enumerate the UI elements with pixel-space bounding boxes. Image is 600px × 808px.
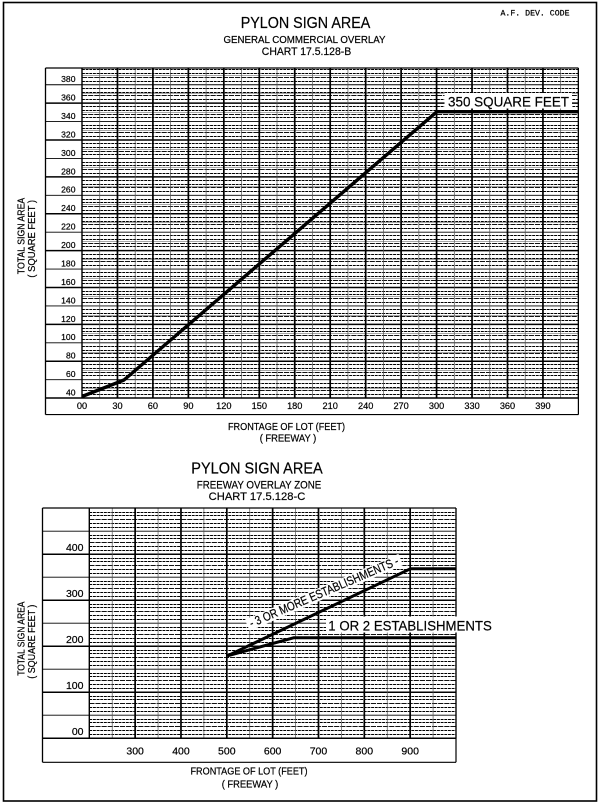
svg-text:180: 180: [61, 258, 76, 268]
svg-text:340: 340: [61, 111, 76, 121]
svg-text:FRONTAGE OF LOT (FEET): FRONTAGE OF LOT (FEET): [228, 422, 345, 433]
svg-text:240: 240: [61, 203, 76, 213]
svg-text:FRONTAGE OF LOT (FEET): FRONTAGE OF LOT (FEET): [191, 766, 308, 777]
svg-text:200: 200: [61, 240, 76, 250]
svg-text:210: 210: [323, 401, 338, 411]
svg-text:300: 300: [429, 401, 444, 411]
svg-text:A.F. DEV. CODE: A.F. DEV. CODE: [501, 8, 570, 18]
svg-text:CHART 17.5.128-C: CHART 17.5.128-C: [209, 491, 306, 503]
svg-text:80: 80: [66, 351, 76, 361]
svg-text:300: 300: [61, 148, 76, 158]
svg-text:( FREEWAY ): ( FREEWAY ): [260, 433, 317, 444]
svg-text:CHART 17.5.128-B: CHART 17.5.128-B: [262, 46, 351, 58]
svg-text:350 SQUARE FEET: 350 SQUARE FEET: [448, 93, 569, 109]
svg-text:220: 220: [61, 222, 76, 232]
svg-text:( SQUARE FEET ): ( SQUARE FEET ): [27, 605, 38, 679]
svg-text:300: 300: [126, 745, 144, 757]
svg-text:700: 700: [310, 745, 328, 757]
svg-text:PYLON SIGN AREA: PYLON SIGN AREA: [241, 15, 371, 32]
svg-text:TOTAL SIGN AREA: TOTAL SIGN AREA: [17, 601, 28, 676]
svg-text:PYLON SIGN AREA: PYLON SIGN AREA: [191, 461, 323, 478]
svg-text:600: 600: [264, 745, 282, 757]
svg-text:380: 380: [61, 74, 76, 84]
svg-text:00: 00: [77, 401, 87, 411]
svg-text:160: 160: [61, 277, 76, 287]
svg-text:30: 30: [112, 401, 122, 411]
svg-text:400: 400: [172, 745, 190, 757]
svg-text:120: 120: [216, 401, 231, 411]
svg-text:360: 360: [61, 93, 76, 103]
svg-text:100: 100: [61, 332, 76, 342]
svg-text:90: 90: [183, 401, 193, 411]
svg-text:( SQUARE FEET ): ( SQUARE FEET ): [27, 200, 38, 278]
svg-text:( FREEWAY ): ( FREEWAY ): [222, 780, 279, 791]
svg-text:390: 390: [535, 401, 550, 411]
svg-text:240: 240: [358, 401, 373, 411]
svg-text:1 OR 2 ESTABLISHMENTS: 1 OR 2 ESTABLISHMENTS: [328, 618, 492, 634]
svg-text:00: 00: [72, 726, 84, 738]
svg-text:360: 360: [500, 401, 515, 411]
svg-text:270: 270: [393, 401, 408, 411]
svg-text:900: 900: [401, 745, 419, 757]
svg-text:260: 260: [61, 185, 76, 195]
svg-text:330: 330: [464, 401, 479, 411]
svg-text:140: 140: [61, 295, 76, 305]
svg-text:40: 40: [66, 387, 76, 397]
svg-text:TOTAL SIGN AREA: TOTAL SIGN AREA: [17, 197, 28, 274]
svg-text:300: 300: [66, 588, 84, 600]
svg-text:400: 400: [66, 542, 84, 554]
svg-text:500: 500: [218, 745, 236, 757]
svg-text:FREEWAY OVERLAY ZONE: FREEWAY OVERLAY ZONE: [197, 480, 322, 492]
svg-text:320: 320: [61, 129, 76, 139]
svg-text:180: 180: [287, 401, 302, 411]
svg-text:100: 100: [66, 680, 84, 692]
svg-text:280: 280: [61, 166, 76, 176]
svg-text:800: 800: [356, 745, 374, 757]
svg-text:120: 120: [61, 314, 76, 324]
svg-text:60: 60: [66, 369, 76, 379]
svg-text:GENERAL COMMERCIAL OVERLAY: GENERAL COMMERCIAL OVERLAY: [224, 35, 386, 46]
svg-text:60: 60: [148, 401, 158, 411]
svg-text:200: 200: [66, 634, 84, 646]
svg-text:150: 150: [252, 401, 267, 411]
